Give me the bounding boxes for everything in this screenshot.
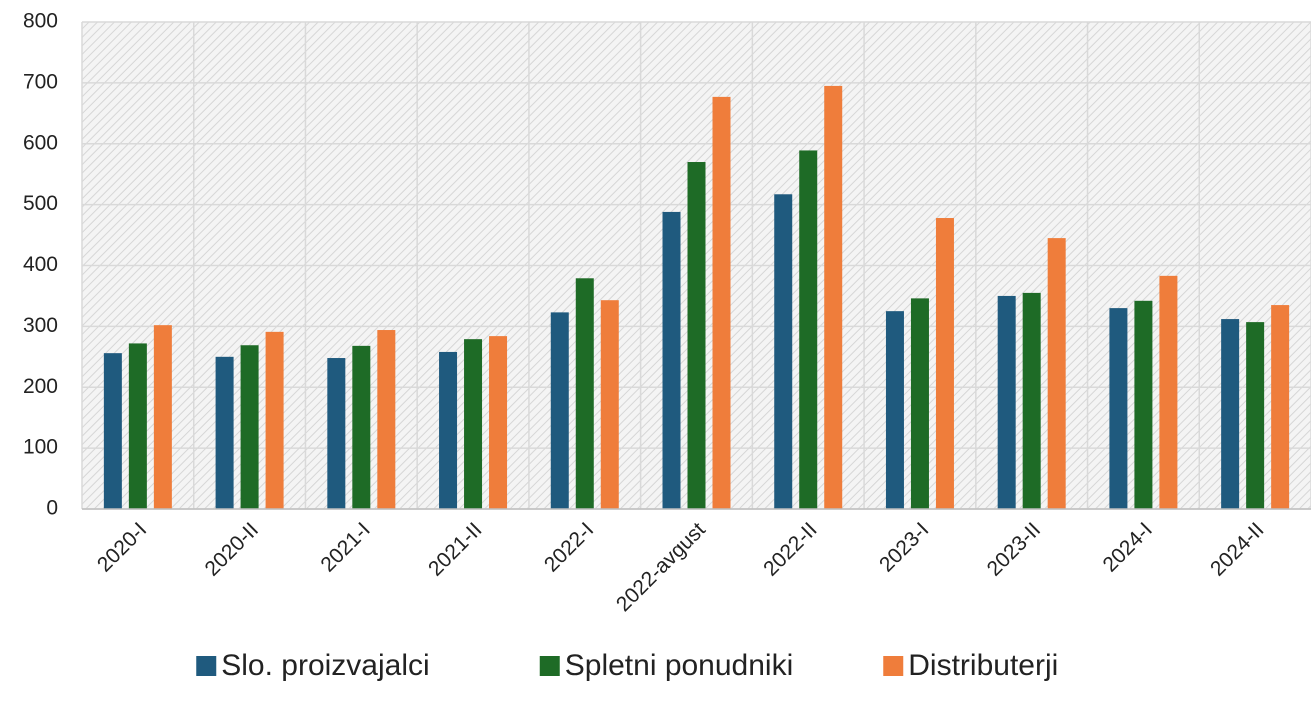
y-tick-label: 700 [23, 70, 58, 93]
y-tick-label: 400 [23, 253, 58, 276]
x-tick-label: 2020-II [201, 518, 264, 581]
bar [1246, 322, 1265, 509]
bar [824, 85, 843, 509]
y-tick-label: 800 [23, 10, 58, 33]
x-tick-label: 2021-I [316, 518, 374, 576]
bar [997, 295, 1016, 509]
bar [215, 356, 234, 509]
bar [1159, 275, 1178, 509]
x-tick-label: 2023-II [983, 518, 1046, 581]
x-tick-label: 2022-avgust [612, 518, 710, 616]
legend-swatch [539, 656, 560, 676]
bar [687, 162, 706, 509]
bar [712, 96, 731, 509]
x-tick-label: 2020-I [93, 518, 151, 576]
bar [153, 325, 172, 509]
bar [439, 351, 458, 509]
bar [1022, 292, 1041, 509]
legend-label: Distributerji [908, 649, 1058, 682]
y-tick-label: 300 [23, 314, 58, 337]
x-tick-label: 2021-II [424, 518, 487, 581]
bar [128, 343, 147, 509]
y-tick-label: 100 [23, 436, 58, 459]
bar [575, 278, 594, 509]
x-tick-label: 2024-I [1098, 518, 1156, 576]
legend-swatch [196, 656, 217, 676]
bar [774, 194, 793, 509]
bar [1134, 300, 1153, 509]
bar [1221, 319, 1240, 509]
x-tick-label: 2024-II [1206, 518, 1269, 581]
x-tick-label: 2022-I [540, 518, 598, 576]
bar [352, 345, 371, 509]
y-tick-label: 500 [23, 192, 58, 215]
bar [885, 311, 904, 509]
y-tick-label: 600 [23, 131, 58, 154]
bar [1047, 238, 1066, 509]
bar [103, 353, 122, 509]
legend-swatch [883, 656, 904, 676]
bar [1109, 308, 1128, 509]
legend-label: Slo. proizvajalci [221, 649, 429, 682]
bar [240, 345, 259, 509]
y-tick-label: 200 [23, 375, 58, 398]
bar [799, 150, 818, 510]
x-tick-label: 2023-I [875, 518, 933, 576]
bar [935, 218, 954, 509]
bar [1271, 305, 1290, 509]
bar [489, 336, 508, 509]
bar [265, 331, 284, 509]
x-tick-label: 2022-II [759, 518, 822, 581]
bar [600, 300, 619, 509]
bar [464, 339, 483, 509]
y-tick-label: 0 [46, 497, 58, 520]
legend-label: Spletni ponudniki [565, 649, 794, 682]
bar [662, 211, 681, 509]
bar [550, 312, 569, 509]
bar [910, 298, 929, 509]
bar [327, 358, 346, 509]
bar [377, 330, 396, 509]
